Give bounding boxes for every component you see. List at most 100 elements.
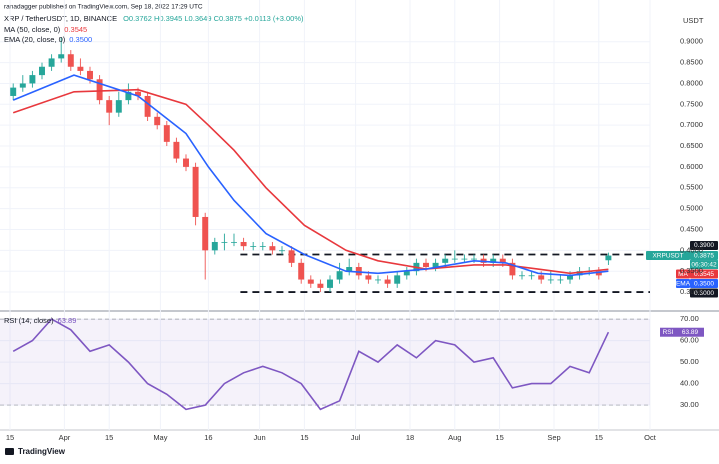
tag-box — [690, 269, 718, 279]
y-tick-label: 0.9000 — [680, 37, 703, 46]
x-tick-label: Sep — [547, 433, 560, 442]
candle-body — [576, 271, 583, 276]
candle-body — [567, 275, 573, 280]
candle-body — [336, 271, 343, 280]
candle-body — [375, 279, 381, 281]
y-tick-label: 30.00 — [680, 400, 699, 409]
tag-text: 0.3545 — [694, 271, 714, 278]
candle-body — [307, 279, 314, 284]
x-tick-label: 15 — [6, 433, 14, 442]
candle-body — [221, 241, 228, 243]
candle-body — [192, 166, 199, 217]
candle-body — [67, 54, 74, 67]
candle-body — [77, 66, 84, 71]
candle-body — [163, 125, 170, 142]
candle-body — [115, 100, 122, 113]
candle-body — [346, 267, 353, 272]
legend-name: MA (50, close, 0) — [4, 25, 61, 34]
footer-logo — [5, 448, 14, 455]
tag-text: 63.89 — [682, 329, 699, 336]
candle-body — [58, 54, 65, 59]
candle-body — [509, 262, 516, 276]
x-tick-label: 15 — [595, 433, 603, 442]
candle-body — [87, 70, 93, 80]
candle-body — [279, 250, 285, 252]
ohlc: O0.3762 H0.3945 L0.3649 C0.3875 +0.0113 … — [123, 14, 304, 23]
x-tick-label: 15 — [300, 433, 308, 442]
candle-body — [384, 279, 391, 284]
x-tick-label: 18 — [406, 433, 414, 442]
x-tick-label: Aug — [448, 433, 461, 442]
tag-text: EMA — [676, 280, 691, 287]
candle-body — [202, 216, 209, 251]
tag-box — [690, 241, 718, 251]
tag-text: 0.3000 — [694, 290, 714, 297]
tag-box — [676, 327, 704, 337]
candle-body — [538, 275, 545, 280]
candle-body — [451, 258, 458, 260]
candle-body — [528, 275, 535, 277]
tag-text: MA — [678, 271, 688, 278]
tag-box — [646, 251, 690, 261]
y-tick-label: 0.3000 — [680, 287, 703, 296]
footer: TradingView — [18, 447, 66, 456]
y-tick-label: 0.8500 — [680, 58, 703, 67]
candle-body — [394, 275, 401, 284]
y-tick-label: 0.4500 — [680, 224, 703, 233]
tag-text: 06:30:42 — [691, 261, 717, 268]
candle-body — [490, 258, 497, 263]
y-tick-label: 0.5500 — [680, 183, 703, 192]
candle-body — [106, 100, 113, 113]
candle-body — [29, 75, 36, 84]
x-tick-label: Apr — [59, 433, 71, 442]
candle-body — [125, 91, 132, 101]
rsi-band — [0, 319, 650, 406]
tag-box — [690, 251, 718, 261]
candle-body — [403, 271, 410, 276]
candle-body — [327, 279, 333, 288]
candle-body — [96, 79, 103, 101]
candle-body — [471, 258, 477, 260]
x-tick-label: Oct — [644, 433, 657, 442]
candle-body — [499, 258, 506, 263]
line-series — [12, 88, 609, 275]
y-tick-label: 0.8000 — [680, 78, 703, 87]
candle-body — [595, 271, 602, 276]
tag-box — [690, 260, 718, 270]
currency: USDT — [683, 16, 704, 25]
tag-text: 0.3875 — [694, 252, 714, 259]
line-series — [12, 318, 610, 411]
candle-body — [39, 66, 45, 76]
tag-box — [676, 279, 690, 289]
symbol: XRP / TetherUSDT, 1D, BINANCE — [4, 14, 117, 23]
y-tick-label: 0.7000 — [680, 120, 703, 129]
candle-body — [355, 267, 362, 276]
y-tick-label: 0.6500 — [680, 141, 703, 150]
candle-body — [432, 262, 439, 268]
y-tick-label: 70.00 — [680, 314, 699, 323]
tag-box — [676, 269, 690, 279]
tag-box — [690, 279, 718, 289]
candle-body — [211, 241, 218, 251]
legend-name: EMA (20, close, 0) — [4, 35, 66, 44]
candle-body — [519, 275, 525, 277]
candle-body — [288, 250, 295, 263]
publisher: ranadagger published on TradingView.com,… — [4, 4, 203, 11]
candle-body — [231, 241, 237, 243]
candle-body — [240, 241, 247, 247]
y-tick-label: 0.3500 — [680, 266, 703, 275]
x-tick-label: 16 — [204, 433, 212, 442]
x-tick-label: 15 — [105, 433, 113, 442]
candle-body — [423, 262, 429, 268]
candle-body — [144, 95, 151, 117]
x-tick-label: Jun — [254, 433, 266, 442]
grid — [0, 0, 651, 430]
legend-value: 0.3500 — [69, 35, 92, 44]
x-tick-label: 15 — [495, 433, 503, 442]
candle-body — [135, 91, 141, 96]
x-tick-label: Jul — [351, 433, 361, 442]
candle-body — [259, 246, 266, 247]
candle-body — [317, 283, 324, 288]
